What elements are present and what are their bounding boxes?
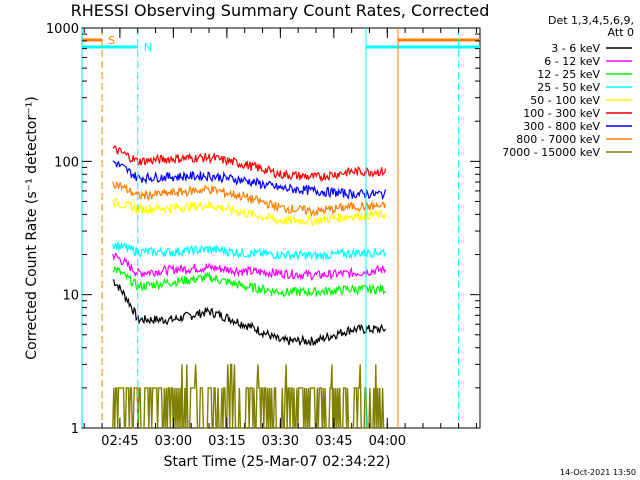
x-tick-label: 03:15	[208, 434, 245, 449]
series-line	[112, 279, 387, 346]
series-line	[112, 160, 387, 201]
series-layer	[112, 145, 387, 429]
series-line	[112, 252, 387, 281]
series-line	[112, 363, 386, 429]
legend-entry-label: 25 - 50 keV	[537, 81, 600, 94]
chart-title: RHESSI Observing Summary Count Rates, Co…	[71, 1, 490, 20]
y-tick-label: 100	[54, 155, 79, 170]
legend-entry-label: 7000 - 15000 keV	[502, 146, 600, 159]
legend-entry-label: 800 - 7000 keV	[516, 133, 600, 146]
x-tick-label: 02:45	[101, 434, 138, 449]
legend-entry-label: 100 - 300 keV	[523, 107, 600, 120]
x-tick-label: 04:00	[369, 434, 406, 449]
y-tick-label: 1000	[46, 22, 79, 37]
y-axis-label: Corrected Count Rate (s⁻¹ detector⁻¹)	[24, 96, 40, 359]
series-line	[112, 266, 386, 298]
x-tick-label: 03:00	[155, 434, 192, 449]
legend-entry-label: 300 - 800 keV	[523, 120, 600, 133]
x-axis-label: Start Time (25-Mar-07 02:34:22)	[164, 454, 391, 470]
x-tick-label: 03:45	[315, 434, 352, 449]
series-line	[112, 197, 387, 227]
series-line	[112, 181, 387, 218]
legend-header-line-1: Det 1,3,4,5,6,9,	[548, 14, 634, 27]
series-line	[112, 241, 387, 262]
y-tick-label: 10	[62, 289, 79, 304]
legend-entry-label: 6 - 12 keV	[544, 55, 600, 68]
footer-timestamp: 14-Oct-2021 13:50	[560, 468, 636, 477]
marker-label: N	[144, 41, 152, 54]
legend-entry-label: 50 - 100 keV	[530, 94, 600, 107]
marker-label: S	[108, 34, 115, 47]
markers-layer: SN	[81, 28, 480, 428]
legend-header-line-2: Att 0	[608, 26, 634, 39]
legend-entry-label: 3 - 6 keV	[551, 42, 600, 55]
x-tick-label: 03:30	[262, 434, 299, 449]
y-tick-label: 1	[71, 422, 79, 437]
legend-entry-label: 12 - 25 keV	[537, 68, 600, 81]
series-line	[112, 145, 387, 183]
plot-frame	[81, 27, 481, 429]
axes-layer: 1 10 100 1000 02:45 03:00 03:15 03:30 03:45 04:00	[46, 22, 480, 449]
